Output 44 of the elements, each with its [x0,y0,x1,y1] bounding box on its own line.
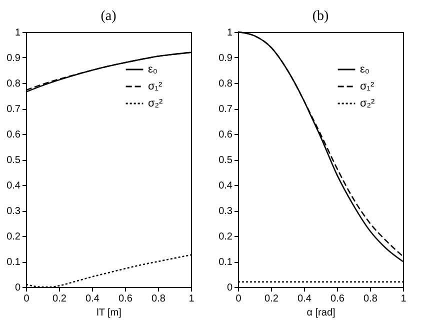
y-tick-label: 0.5 [6,155,21,166]
y-tick-label: 0.6 [6,130,21,140]
legend-label: σ₁² [360,80,374,92]
y-tick-label: 0.3 [218,206,233,217]
chart-title: (b) [312,9,329,24]
y-tick-label: 0.4 [6,180,21,192]
x-tick-label: 0.2 [52,294,67,304]
legend-label: σ₂² [360,98,376,110]
legend-label: σ₂² [148,98,164,110]
x-axis-title: α [rad] [306,308,336,318]
y-tick-label: 0.6 [218,130,233,140]
x-axis-title: lT [m] [96,308,122,318]
y-tick-label: 0.7 [6,104,21,115]
y-tick-label: 0.9 [218,53,233,64]
y-tick-label: 0.8 [6,78,21,90]
x-tick-label: 0.6 [330,294,345,304]
y-tick-label: 0.3 [6,206,21,217]
y-tick-label: 0.5 [218,155,233,166]
legend-label: σ₁² [148,80,162,92]
x-tick-label: 0 [236,294,242,304]
legend-label: ε₀ [360,64,370,76]
x-tick-label: 0.8 [152,294,166,304]
x-tick-label: 0.2 [264,294,279,304]
legend-label: ε₀ [148,64,158,76]
chart-title: (a) [100,9,117,24]
y-tick-label: 0.2 [6,232,21,242]
y-tick-label: 1 [226,28,233,38]
y-tick-label: 0.4 [218,180,233,192]
y-tick-label: 1 [14,28,21,38]
x-tick-label: 0.4 [298,294,312,304]
y-tick-label: 0.1 [218,257,233,268]
y-tick-label: 0.7 [218,104,233,115]
x-tick-label: 0 [24,294,30,304]
y-tick-label: 0 [226,282,233,294]
y-tick-label: 0.2 [218,232,233,242]
y-tick-label: 0.1 [6,257,21,268]
y-tick-label: 0 [14,282,21,294]
x-tick-label: 0.6 [118,294,133,304]
x-tick-label: 1 [400,294,407,304]
y-tick-label: 0.8 [218,78,233,90]
x-tick-label: 0.8 [364,294,378,304]
y-tick-label: 0.9 [6,53,21,64]
x-tick-label: 0.4 [86,294,100,304]
x-tick-label: 1 [188,294,195,304]
